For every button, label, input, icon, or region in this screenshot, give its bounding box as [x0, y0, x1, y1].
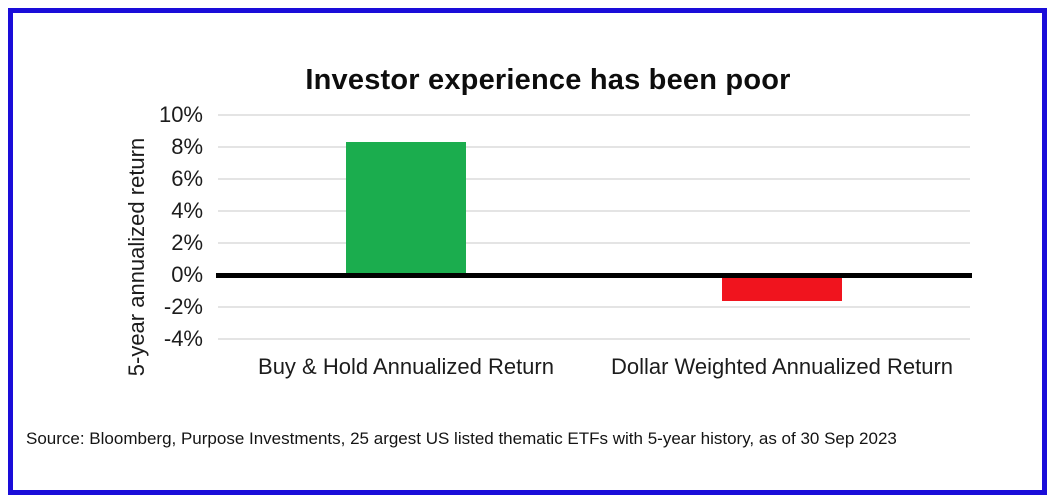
y-tick-label: 6%: [171, 166, 203, 191]
chart-title: Investor experience has been poor: [305, 64, 791, 96]
chart-border-frame: [8, 8, 1047, 495]
gridline--2pct: [218, 306, 970, 308]
gridline-10pct: [218, 114, 970, 116]
y-tick-label: 10%: [158, 102, 203, 127]
y-tick-label: -2%: [163, 294, 203, 319]
dollar-weighted-bar: [722, 275, 842, 301]
x-axis-label-dollar-weighted: Dollar Weighted Annualized Return: [610, 354, 954, 379]
x-axis-label-buy-hold: Buy & Hold Annualized Return: [258, 354, 554, 379]
y-tick-label: 8%: [171, 134, 203, 159]
y-tick-label: 2%: [171, 230, 203, 255]
y-tick-label: -4%: [163, 326, 203, 351]
source-note: Source: Bloomberg, Purpose Investments, …: [26, 429, 897, 448]
gridline-2pct: [218, 242, 970, 244]
gridline-4pct: [218, 210, 970, 212]
gridline-8pct: [218, 146, 970, 148]
gridline-6pct: [218, 178, 970, 180]
y-tick-label: 4%: [171, 198, 203, 223]
buy-hold-bar: [346, 142, 466, 275]
gridline--4pct: [218, 338, 970, 340]
y-tick-label: 0%: [171, 262, 203, 287]
zero-axis-line: [216, 272, 972, 278]
